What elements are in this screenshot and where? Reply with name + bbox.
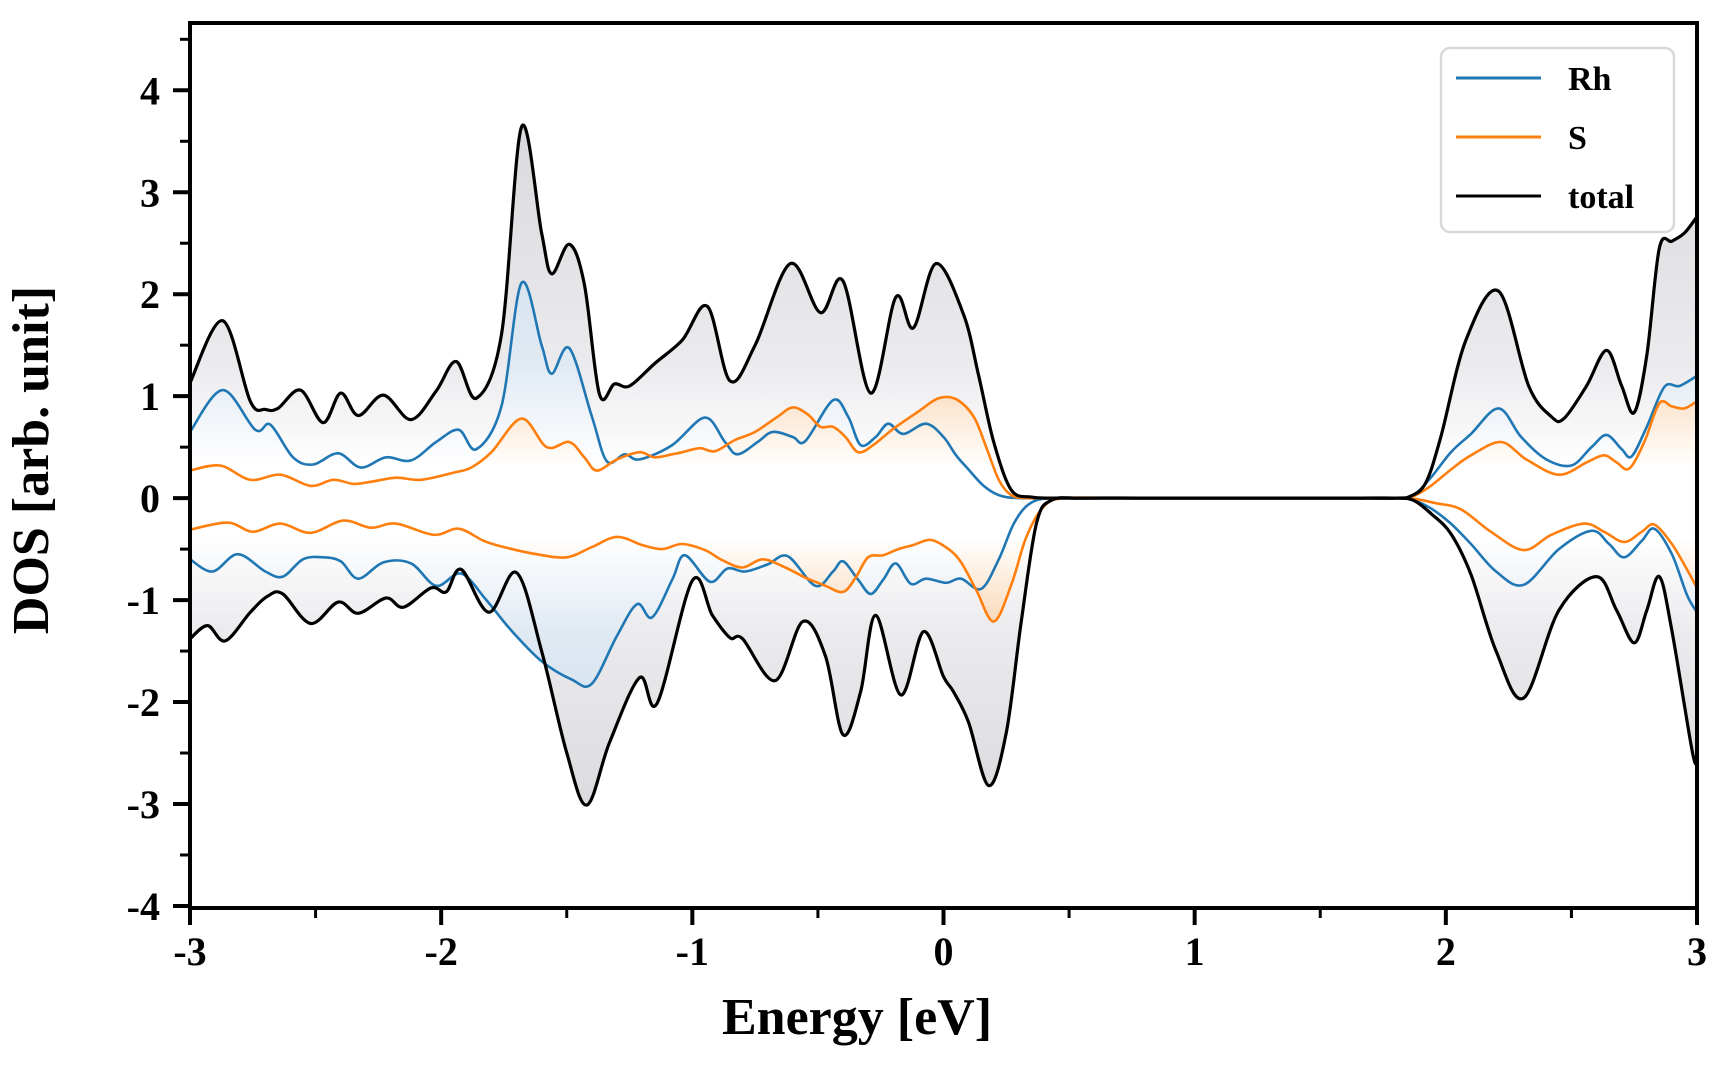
x-tick-label: 3 — [1687, 929, 1707, 974]
y-axis-label: DOS [arb. unit] — [3, 286, 60, 634]
y-tick-label: -4 — [127, 884, 160, 929]
x-tick-label: -1 — [676, 929, 709, 974]
x-tick-label: -2 — [425, 929, 458, 974]
x-tick-label: -3 — [173, 929, 206, 974]
legend-label-rh: Rh — [1568, 61, 1612, 98]
legend-box — [1439, 46, 1676, 234]
s-down-curve — [190, 496, 1697, 623]
y-tick-label: -1 — [127, 578, 160, 623]
total-up-curve — [190, 123, 1697, 500]
y-tick-label: -3 — [127, 782, 160, 827]
x-tick-label: 2 — [1436, 929, 1456, 974]
axis-ticks — [173, 37, 1699, 925]
s-up-fill — [190, 396, 1697, 499]
y-tick-label: 0 — [140, 476, 160, 521]
rh-up-curve — [190, 280, 1697, 500]
y-tick-label: 1 — [140, 374, 160, 419]
y-tick-label: 2 — [140, 272, 160, 317]
y-tick-label: 4 — [140, 68, 160, 113]
total-down-curve — [190, 496, 1697, 807]
s-down-fill — [190, 497, 1697, 622]
legend-label-s: S — [1568, 120, 1587, 157]
y-tick-label: -2 — [127, 680, 160, 725]
plot-area — [190, 123, 1697, 807]
legend-label-total: total — [1568, 179, 1634, 216]
x-axis-label: Energy [eV] — [722, 989, 992, 1046]
y-tick-label: 3 — [140, 170, 160, 215]
rh-down-curve — [190, 496, 1697, 688]
s-up-curve — [190, 395, 1697, 500]
x-tick-label: 0 — [934, 929, 954, 974]
x-tick-label: 1 — [1185, 929, 1205, 974]
